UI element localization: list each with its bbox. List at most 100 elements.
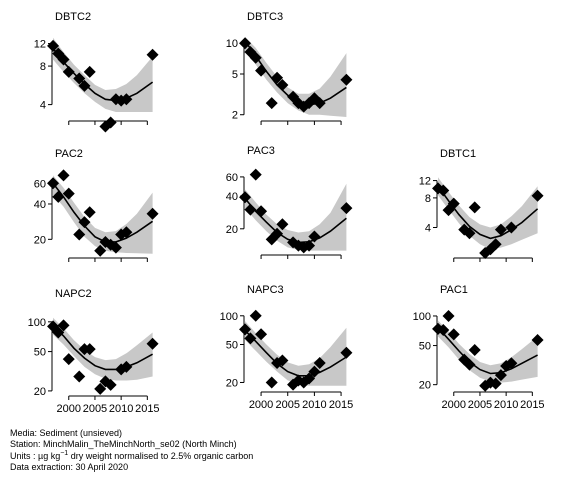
- data-point: [463, 227, 476, 240]
- y-tick-label: 50: [226, 340, 238, 352]
- data-point: [489, 238, 502, 251]
- y-tick-label: 20: [34, 386, 46, 398]
- x-tick-label: 2010: [302, 399, 326, 411]
- data-point: [494, 223, 507, 236]
- data-point: [494, 369, 507, 382]
- footer-media: Media: Sediment (unsieved): [10, 428, 123, 438]
- data-point: [255, 328, 268, 341]
- x-axis: 2000 2005 2010 2015: [57, 395, 160, 415]
- x-tick-label: 2000: [57, 403, 81, 415]
- y-tick-label: 8: [40, 61, 46, 73]
- y-tick-label: 40: [226, 191, 238, 203]
- y-tick-label: 100: [413, 311, 431, 323]
- x-tick-label: 2005: [468, 399, 492, 411]
- y-tick-label: 4: [40, 100, 46, 112]
- y-tick-label: 100: [28, 317, 46, 329]
- panel-title: NAPC3: [247, 284, 284, 296]
- y-tick-label: 20: [419, 380, 431, 392]
- data-point: [463, 358, 476, 371]
- confidence-band: [53, 317, 153, 381]
- x-tick-label: 2000: [249, 399, 273, 411]
- data-point: [500, 359, 513, 372]
- y-tick-label: 12: [419, 176, 431, 188]
- data-point: [73, 370, 86, 383]
- x-axis: [260, 254, 342, 259]
- confidence-band: [245, 321, 347, 386]
- x-axis: [68, 257, 148, 262]
- x-axis: 2000 2005 2010 2015: [249, 391, 353, 411]
- x-tick-label: 2005: [275, 399, 299, 411]
- data-point: [104, 378, 117, 391]
- panel-pac1: PAC1 20 50 100 2000 2005 2010 2015: [413, 284, 545, 411]
- chart-footer: Media: Sediment (unsieved) Station: Minc…: [10, 428, 253, 472]
- y-tick-label: 60: [34, 178, 46, 190]
- y-axis: 20 50 100: [220, 311, 245, 389]
- y-tick-label: 60: [226, 172, 238, 184]
- data-point: [468, 344, 481, 357]
- data-point: [303, 239, 316, 252]
- x-tick-label: 2005: [83, 403, 107, 415]
- data-point: [437, 184, 450, 197]
- data-point: [271, 227, 284, 240]
- data-point: [447, 328, 460, 341]
- data-point: [308, 230, 321, 243]
- data-point: [340, 346, 353, 359]
- data-point: [57, 319, 70, 332]
- panel-title: PAC1: [440, 284, 468, 296]
- x-tick-label: 2010: [109, 403, 133, 415]
- trend-line: [437, 327, 538, 375]
- footer-units-prefix: Units : µg kg: [10, 451, 61, 461]
- y-tick-label: 20: [34, 234, 46, 246]
- data-point: [340, 73, 353, 86]
- y-axis: 20 50 100: [28, 317, 53, 398]
- confidence-band: [438, 177, 538, 250]
- x-axis: [260, 120, 342, 125]
- data-point: [104, 116, 117, 129]
- data-point: [265, 376, 278, 389]
- x-tick-label: 2015: [135, 403, 159, 415]
- data-point: [276, 354, 289, 367]
- data-point: [447, 197, 460, 210]
- data-point: [271, 71, 284, 84]
- data-point: [62, 353, 75, 366]
- confidence-band: [245, 37, 347, 117]
- panel-dbtc3: DBTC3 2 5 10: [226, 11, 353, 125]
- data-point: [244, 332, 257, 345]
- data-point: [276, 218, 289, 231]
- data-point: [120, 93, 133, 106]
- data-point: [120, 360, 133, 373]
- data-point: [437, 323, 450, 336]
- y-tick-label: 2: [232, 110, 238, 122]
- data-point: [73, 228, 86, 241]
- y-tick-label: 10: [226, 38, 238, 50]
- data-point: [489, 377, 502, 390]
- panel-title: DBTC2: [55, 11, 91, 23]
- data-point: [83, 343, 96, 356]
- y-axis: 20 40 60: [226, 172, 245, 236]
- trend-line: [244, 330, 347, 377]
- confidence-band: [53, 37, 153, 112]
- x-tick-label: 2015: [520, 399, 544, 411]
- x-tick-label: 2010: [494, 399, 518, 411]
- y-tick-label: 4: [425, 222, 431, 234]
- panel-title: DBTC1: [440, 148, 476, 160]
- panel-pac3: PAC3 20 40 60: [226, 145, 353, 259]
- data-point: [78, 216, 91, 229]
- data-point: [505, 221, 518, 234]
- data-point: [94, 382, 107, 395]
- y-tick-label: 50: [419, 341, 431, 353]
- data-point: [78, 79, 91, 92]
- data-point: [146, 48, 159, 61]
- y-tick-label: 20: [226, 224, 238, 236]
- data-point: [468, 201, 481, 214]
- data-point: [62, 187, 75, 200]
- x-axis: [68, 120, 148, 125]
- footer-extraction: Data extraction: 30 April 2020: [10, 461, 129, 472]
- data-point: [249, 168, 262, 181]
- data-point: [73, 72, 86, 85]
- data-point: [57, 169, 70, 182]
- data-point: [531, 333, 544, 346]
- footer-units-suffix: dry weight normalised to 2.5% organic ca…: [68, 451, 254, 461]
- data-point: [265, 97, 278, 110]
